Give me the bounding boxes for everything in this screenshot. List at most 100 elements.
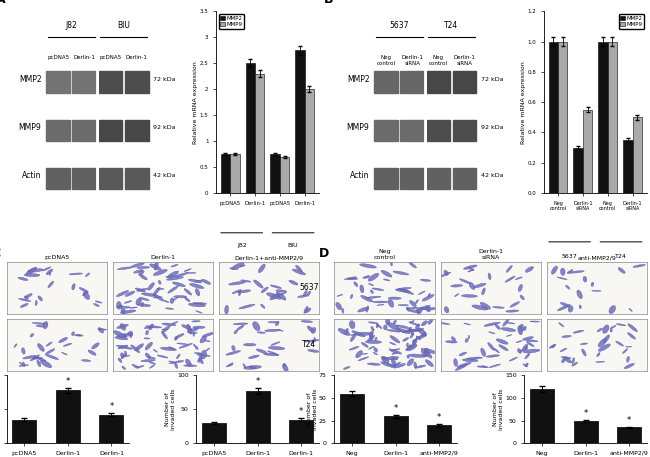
- Ellipse shape: [122, 366, 125, 370]
- Ellipse shape: [523, 364, 528, 367]
- Ellipse shape: [175, 334, 184, 338]
- Ellipse shape: [153, 349, 157, 352]
- Bar: [99, 415, 124, 443]
- Ellipse shape: [238, 290, 251, 293]
- Ellipse shape: [121, 308, 125, 314]
- Ellipse shape: [474, 283, 486, 288]
- Ellipse shape: [187, 324, 192, 333]
- Ellipse shape: [248, 355, 259, 359]
- Ellipse shape: [21, 348, 25, 354]
- Ellipse shape: [395, 289, 410, 292]
- Ellipse shape: [501, 328, 515, 331]
- Y-axis label: Number of
invaded cells: Number of invaded cells: [493, 388, 504, 430]
- Ellipse shape: [415, 324, 420, 329]
- Ellipse shape: [567, 271, 584, 273]
- Ellipse shape: [469, 267, 474, 271]
- Ellipse shape: [200, 336, 207, 343]
- Ellipse shape: [412, 340, 416, 344]
- Ellipse shape: [118, 305, 122, 309]
- Ellipse shape: [254, 280, 263, 288]
- Ellipse shape: [136, 298, 142, 305]
- Ellipse shape: [198, 357, 202, 362]
- Ellipse shape: [371, 326, 374, 331]
- Ellipse shape: [390, 335, 400, 343]
- Ellipse shape: [402, 337, 409, 341]
- Ellipse shape: [462, 359, 478, 362]
- Ellipse shape: [421, 333, 426, 336]
- Ellipse shape: [195, 280, 203, 282]
- Ellipse shape: [232, 290, 242, 294]
- Ellipse shape: [405, 329, 422, 332]
- Ellipse shape: [24, 293, 32, 298]
- Bar: [230, 154, 240, 193]
- Ellipse shape: [517, 326, 523, 335]
- Ellipse shape: [184, 365, 197, 367]
- Ellipse shape: [193, 326, 205, 329]
- Ellipse shape: [58, 337, 68, 343]
- Text: MMP2: MMP2: [346, 75, 369, 84]
- Text: D: D: [318, 247, 329, 260]
- Ellipse shape: [455, 364, 467, 371]
- Ellipse shape: [489, 364, 500, 367]
- Text: *: *: [109, 402, 114, 411]
- Ellipse shape: [188, 279, 202, 283]
- Title: Derlin-1
siRNA: Derlin-1 siRNA: [478, 249, 503, 260]
- Ellipse shape: [572, 362, 578, 366]
- Ellipse shape: [415, 365, 426, 368]
- Ellipse shape: [421, 279, 430, 282]
- Ellipse shape: [194, 344, 196, 347]
- Ellipse shape: [98, 328, 103, 333]
- Ellipse shape: [117, 334, 133, 337]
- Text: *: *: [437, 413, 441, 422]
- Ellipse shape: [396, 325, 410, 329]
- Bar: [12, 420, 36, 443]
- Ellipse shape: [153, 287, 160, 296]
- Ellipse shape: [616, 341, 623, 346]
- Text: 5637: 5637: [389, 21, 409, 30]
- Ellipse shape: [398, 304, 409, 306]
- Ellipse shape: [305, 340, 320, 342]
- Ellipse shape: [171, 264, 178, 267]
- Ellipse shape: [83, 292, 90, 299]
- Ellipse shape: [592, 290, 601, 291]
- Ellipse shape: [616, 324, 626, 326]
- Ellipse shape: [23, 356, 36, 359]
- Ellipse shape: [72, 284, 75, 290]
- Title: Derlin-1+anti-MMP2/9: Derlin-1+anti-MMP2/9: [234, 255, 304, 260]
- Ellipse shape: [494, 348, 499, 353]
- Ellipse shape: [525, 353, 530, 359]
- Ellipse shape: [229, 268, 238, 269]
- Ellipse shape: [413, 340, 417, 345]
- Ellipse shape: [243, 364, 246, 368]
- Ellipse shape: [225, 305, 229, 314]
- Ellipse shape: [603, 325, 609, 333]
- Ellipse shape: [336, 303, 342, 310]
- Ellipse shape: [562, 358, 566, 363]
- Ellipse shape: [361, 342, 369, 347]
- Ellipse shape: [369, 333, 373, 340]
- Bar: [125, 120, 148, 141]
- Ellipse shape: [407, 344, 417, 351]
- Ellipse shape: [369, 283, 374, 286]
- Text: 5637: 5637: [562, 254, 577, 259]
- Ellipse shape: [493, 307, 504, 308]
- Ellipse shape: [127, 331, 131, 335]
- Ellipse shape: [135, 288, 146, 292]
- Ellipse shape: [194, 352, 202, 354]
- Bar: [99, 120, 122, 141]
- Ellipse shape: [232, 345, 235, 351]
- Ellipse shape: [408, 354, 426, 357]
- Ellipse shape: [360, 285, 364, 293]
- Ellipse shape: [495, 324, 501, 329]
- Ellipse shape: [184, 288, 192, 295]
- Text: Neg
control: Neg control: [429, 55, 448, 66]
- Ellipse shape: [376, 324, 382, 329]
- Ellipse shape: [488, 343, 495, 351]
- Ellipse shape: [361, 353, 367, 354]
- Bar: [99, 168, 122, 189]
- Ellipse shape: [349, 321, 355, 329]
- Ellipse shape: [95, 301, 102, 303]
- Ellipse shape: [140, 275, 148, 280]
- Ellipse shape: [261, 304, 265, 308]
- Text: MMP2: MMP2: [19, 75, 42, 84]
